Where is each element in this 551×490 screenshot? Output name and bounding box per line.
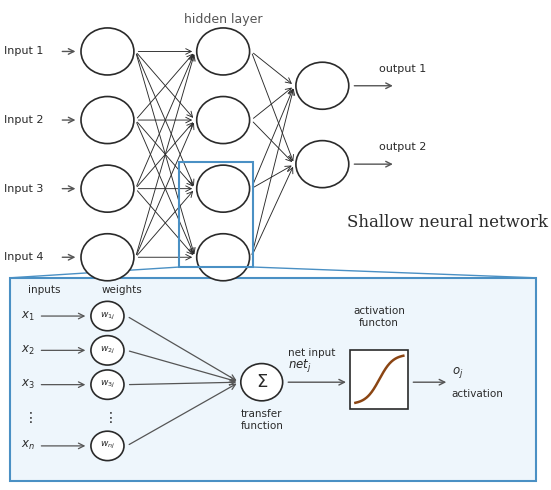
Text: $\vdots$: $\vdots$ xyxy=(102,410,112,425)
Circle shape xyxy=(197,234,250,281)
Circle shape xyxy=(296,62,349,109)
Text: output 2: output 2 xyxy=(379,142,426,152)
Text: Input 4: Input 4 xyxy=(4,252,44,262)
Text: $net_j$: $net_j$ xyxy=(288,357,312,373)
Circle shape xyxy=(91,431,124,461)
Text: $x_2$: $x_2$ xyxy=(21,344,34,357)
Circle shape xyxy=(91,336,124,365)
Text: $w_{1j}$: $w_{1j}$ xyxy=(100,311,115,321)
Text: net input: net input xyxy=(288,348,336,358)
Bar xyxy=(350,350,408,409)
Text: inputs: inputs xyxy=(28,285,60,295)
Circle shape xyxy=(197,28,250,75)
Text: hidden layer: hidden layer xyxy=(184,13,262,26)
Circle shape xyxy=(81,234,134,281)
Text: $o_j$: $o_j$ xyxy=(452,365,463,380)
Text: $x_n$: $x_n$ xyxy=(20,440,35,452)
Bar xyxy=(10,278,536,481)
Circle shape xyxy=(81,97,134,144)
Text: $x_3$: $x_3$ xyxy=(20,378,35,391)
Circle shape xyxy=(296,141,349,188)
Text: output 1: output 1 xyxy=(379,64,426,74)
Text: $x_1$: $x_1$ xyxy=(21,310,34,322)
Text: Input 3: Input 3 xyxy=(4,184,44,194)
Circle shape xyxy=(197,165,250,212)
Circle shape xyxy=(91,370,124,399)
Circle shape xyxy=(197,97,250,144)
Circle shape xyxy=(81,165,134,212)
Text: $w_{2j}$: $w_{2j}$ xyxy=(100,345,115,356)
Text: $w_{nj}$: $w_{nj}$ xyxy=(100,441,115,451)
Circle shape xyxy=(241,364,283,401)
Text: activation
functon: activation functon xyxy=(353,306,405,328)
Bar xyxy=(179,162,253,267)
Text: Input 1: Input 1 xyxy=(4,47,44,56)
Circle shape xyxy=(81,28,134,75)
Text: Input 2: Input 2 xyxy=(4,115,44,125)
Text: $\vdots$: $\vdots$ xyxy=(23,410,33,425)
Text: weights: weights xyxy=(102,285,143,295)
Text: transfer
function: transfer function xyxy=(240,409,283,431)
Circle shape xyxy=(91,301,124,331)
Text: $w_{3j}$: $w_{3j}$ xyxy=(100,379,115,390)
Text: activation: activation xyxy=(452,390,504,399)
Text: $\Sigma$: $\Sigma$ xyxy=(256,373,268,391)
Text: Shallow neural network: Shallow neural network xyxy=(347,215,548,231)
